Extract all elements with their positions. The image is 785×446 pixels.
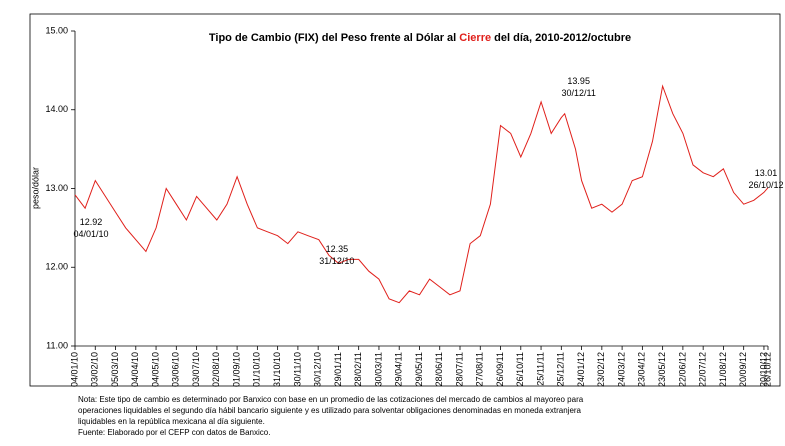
x-tick-label: 20/10/12 bbox=[758, 352, 768, 387]
x-tick-label: 26/09/11 bbox=[495, 352, 505, 386]
y-tick-label: 15.00 bbox=[45, 25, 68, 35]
annotation-date: 26/10/12 bbox=[748, 180, 783, 190]
x-tick-label: 25/11/11 bbox=[535, 352, 545, 386]
note: Nota: Este tipo de cambio es determinado… bbox=[78, 395, 584, 404]
x-tick-label: 22/06/12 bbox=[677, 352, 687, 387]
x-tick-label: 30/03/11 bbox=[373, 352, 383, 386]
chart-title: Tipo de Cambio (FIX) del Peso frente al … bbox=[209, 32, 631, 44]
x-tick-label: 30/11/10 bbox=[292, 352, 302, 386]
note: operaciones liquidables el segundo día h… bbox=[78, 406, 582, 415]
x-tick-label: 24/03/12 bbox=[616, 352, 626, 387]
x-tick-label: 20/09/12 bbox=[738, 352, 748, 387]
x-tick-label: 23/04/12 bbox=[637, 352, 647, 387]
x-tick-label: 31/10/10 bbox=[272, 352, 282, 387]
x-tick-label: 28/02/11 bbox=[353, 352, 363, 386]
x-tick-label: 29/01/11 bbox=[333, 352, 343, 386]
x-tick-label: 01/09/10 bbox=[231, 352, 241, 387]
x-tick-label: 28/06/11 bbox=[434, 352, 444, 386]
title-part: Tipo de Cambio (FIX) del Peso frente al … bbox=[209, 32, 459, 44]
x-tick-label: 02/08/10 bbox=[211, 352, 221, 387]
x-tick-label: 27/08/11 bbox=[475, 352, 485, 386]
annotation-date: 04/01/10 bbox=[73, 229, 108, 239]
x-tick-label: 26/10/12 bbox=[762, 352, 772, 387]
x-tick-label: 03/02/10 bbox=[90, 352, 100, 387]
note: Fuente: Elaborado por el CEFP con datos … bbox=[78, 428, 270, 437]
y-tick-label: 12.00 bbox=[45, 262, 68, 272]
x-tick-label: 29/04/11 bbox=[394, 352, 404, 386]
annotation-value: 12.92 bbox=[80, 217, 103, 227]
x-tick-label: 30/12/10 bbox=[313, 352, 323, 387]
annotation-date: 31/12/10 bbox=[319, 256, 354, 266]
annotation-value: 13.01 bbox=[755, 168, 778, 178]
annotation-value: 13.95 bbox=[567, 76, 590, 86]
x-tick-label: 03/06/10 bbox=[171, 352, 181, 387]
x-tick-label: 24/01/12 bbox=[576, 352, 586, 387]
x-tick-label: 04/05/10 bbox=[150, 352, 160, 387]
x-tick-label: 28/07/11 bbox=[454, 352, 464, 386]
title-part: del día, 2010-2012/octubre bbox=[491, 32, 631, 44]
y-tick-label: 14.00 bbox=[45, 104, 68, 114]
x-tick-label: 03/07/10 bbox=[191, 352, 201, 387]
x-tick-label: 05/03/10 bbox=[110, 352, 120, 387]
chart-frame bbox=[29, 13, 781, 387]
x-tick-label: 22/07/12 bbox=[698, 352, 708, 387]
title-part: Cierre bbox=[459, 32, 491, 44]
x-tick-label: 29/05/11 bbox=[414, 352, 424, 386]
x-tick-label: 04/01/10 bbox=[69, 352, 79, 387]
annotation-value: 12.35 bbox=[326, 244, 349, 254]
x-tick-label: 23/02/12 bbox=[596, 352, 606, 387]
note: liquidables en la república mexicana al … bbox=[78, 417, 265, 426]
annotation-date: 30/12/11 bbox=[562, 88, 596, 98]
line-series bbox=[74, 84, 769, 304]
x-tick-label: 04/04/10 bbox=[130, 352, 140, 387]
x-tick-label: 26/10/11 bbox=[515, 352, 525, 386]
x-tick-label: 23/05/12 bbox=[657, 352, 667, 387]
y-axis-label: peso/dólar bbox=[30, 167, 40, 209]
x-tick-label: 25/12/11 bbox=[556, 352, 566, 386]
y-tick-label: 13.00 bbox=[45, 183, 68, 193]
x-tick-label: 21/08/12 bbox=[718, 352, 728, 387]
x-tick-label: 01/10/10 bbox=[252, 352, 262, 387]
y-tick-label: 11.00 bbox=[46, 340, 68, 350]
